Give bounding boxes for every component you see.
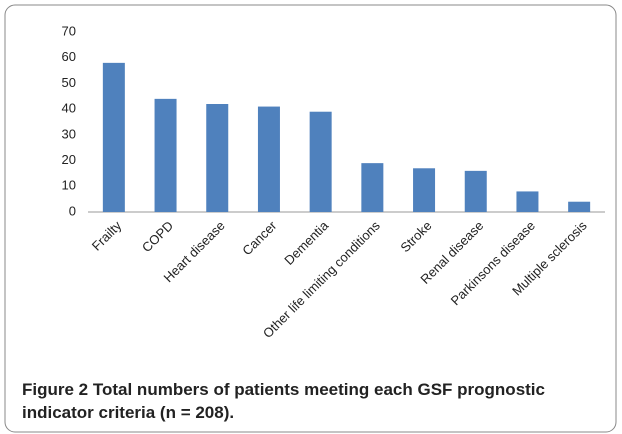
frame xyxy=(4,4,617,433)
bar xyxy=(568,201,591,212)
bar xyxy=(154,98,177,212)
y-tick-label: 20 xyxy=(62,152,76,167)
bar xyxy=(309,111,332,212)
bar xyxy=(257,106,280,212)
y-tick-label: 40 xyxy=(62,101,76,116)
bar xyxy=(102,62,125,212)
caption-text: Total numbers of patients meeting each G… xyxy=(22,380,545,422)
bar xyxy=(516,191,539,212)
bar xyxy=(464,170,487,212)
bar xyxy=(206,104,229,212)
bar xyxy=(413,168,436,212)
y-tick-label: 70 xyxy=(62,23,76,38)
y-tick-label: 0 xyxy=(69,203,76,218)
y-tick-label: 60 xyxy=(62,49,76,64)
caption: Figure 2 Total numbers of patients meeti… xyxy=(22,378,602,424)
y-tick-label: 50 xyxy=(62,75,76,90)
caption-label: Figure 2 xyxy=(22,380,89,399)
y-tick-label: 10 xyxy=(62,178,76,193)
bar xyxy=(361,163,384,212)
y-tick-label: 30 xyxy=(62,126,76,141)
